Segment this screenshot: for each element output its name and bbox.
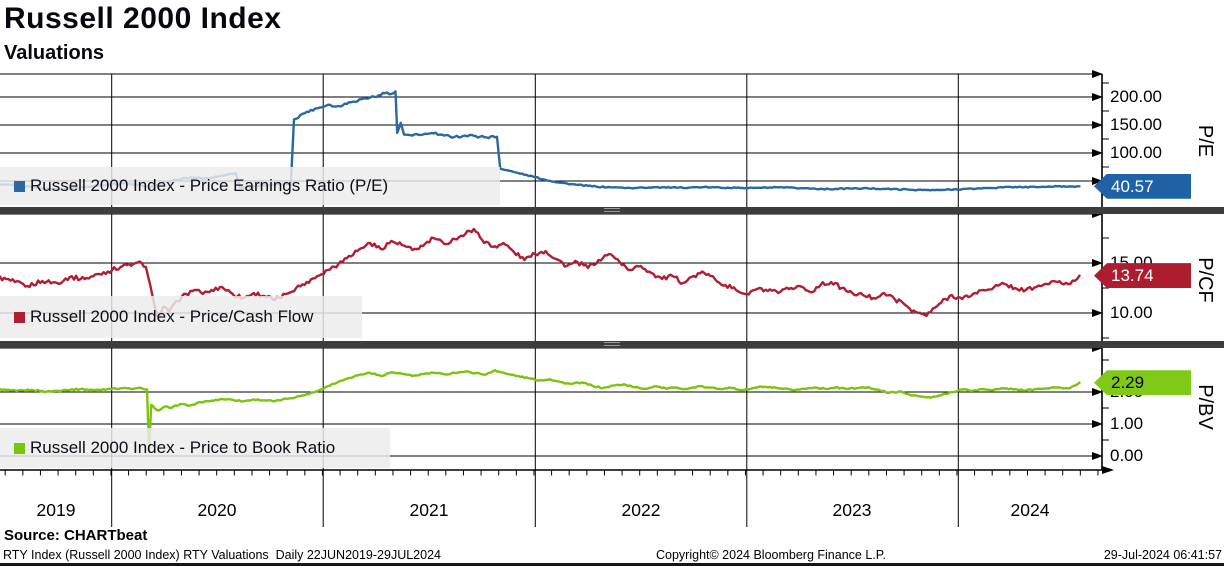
footer-copyright: Copyright© 2024 Bloomberg Finance L.P. [656, 548, 886, 562]
xtick-2022: 2022 [621, 500, 661, 520]
xtick-2023: 2023 [832, 500, 872, 520]
legend-label: Russell 2000 Index - Price/Cash Flow [30, 307, 314, 326]
ytick-pcf-10: 10.00 [1110, 303, 1153, 322]
axis-title-pe: P/E [1194, 124, 1216, 158]
series-pbv-line [0, 369, 1081, 454]
legend-swatch-icon [14, 180, 25, 192]
ytick-pbv-1: 1.00 [1110, 414, 1144, 433]
page-title: Russell 2000 Index [4, 2, 282, 35]
last-value-tag-pe: 40.57 [1094, 173, 1191, 199]
legend-label: Russell 2000 Index - Price to Book Ratio [30, 438, 336, 457]
page-subtitle: Valuations [4, 42, 105, 64]
bottom-border [0, 563, 1224, 566]
legend-swatch-icon [14, 442, 25, 454]
footer-timestamp: 29-Jul-2024 06:41:57 [1103, 548, 1222, 562]
axis-title-pcf: P/CF [1194, 257, 1216, 303]
ytick-pbv-0: 0.00 [1110, 446, 1144, 465]
xtick-2020: 2020 [197, 500, 237, 520]
axis-title-pbv: P/BV [1194, 384, 1216, 430]
legend-pcf[interactable]: Russell 2000 Index - Price/Cash Flow [0, 296, 362, 338]
separator-grip-icon[interactable] [604, 342, 620, 346]
last-value-tag-pbv: 2.29 [1094, 370, 1191, 396]
axis-arrows [1092, 70, 1114, 474]
ytick-pe-150: 150.00 [1110, 114, 1162, 134]
panel-separator-2[interactable] [0, 341, 1224, 348]
separator-grip-icon[interactable] [604, 208, 620, 212]
last-value-tag-pcf: 13.74 [1094, 263, 1191, 289]
ytick-pe-100: 100.00 [1110, 142, 1162, 162]
footer-meta: RTY Index (Russell 2000 Index) RTY Valua… [3, 548, 441, 562]
legend-pe[interactable]: Russell 2000 Index - Price Earnings Rati… [0, 167, 500, 205]
legend-label: Russell 2000 Index - Price Earnings Rati… [30, 176, 389, 195]
xtick-2021: 2021 [409, 500, 449, 520]
xtick-2019: 2019 [36, 500, 76, 520]
legend-swatch-icon [14, 311, 25, 323]
xtick-2024: 2024 [1010, 500, 1050, 520]
ytick-pe-200: 200.00 [1110, 86, 1162, 106]
source-label: Source: CHARTbeat [4, 527, 148, 544]
legend-pbv[interactable]: Russell 2000 Index - Price to Book Ratio [0, 428, 390, 468]
panel-separator-1[interactable] [0, 207, 1224, 214]
